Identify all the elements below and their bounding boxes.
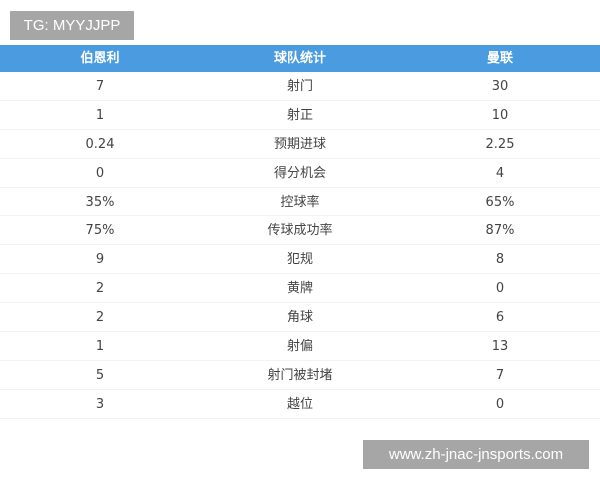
stat-name: 预期进球 xyxy=(273,136,326,152)
table-row-partial xyxy=(0,419,600,428)
away-value: 0 xyxy=(495,396,505,412)
stat-name: 角球 xyxy=(286,310,313,326)
home-value: 1 xyxy=(95,339,105,355)
home-value: 75% xyxy=(85,223,115,239)
header-stat: 球队统计 xyxy=(273,51,326,66)
home-value: 35% xyxy=(85,194,115,210)
home-value: 5 xyxy=(95,367,105,383)
table-row: 2 黄牌 0 xyxy=(0,274,600,304)
table-row: 35% 控球率 65% xyxy=(0,188,600,217)
stat-name: 得分机会 xyxy=(273,165,326,181)
table-row: 5 射门被封堵 7 xyxy=(0,361,600,390)
away-value: 10 xyxy=(491,107,509,123)
table-header: 伯恩利 球队统计 曼联 xyxy=(0,45,600,72)
home-value: 1 xyxy=(95,107,105,123)
table-row: 1 射正 10 xyxy=(0,101,600,130)
stat-name: 射门被封堵 xyxy=(267,367,333,383)
table-row: 1 射偏 13 xyxy=(0,332,600,361)
match-stats-table: 伯恩利 球队统计 曼联 7 射门 30 1 射正 10 0.24 预期进球 2.25 0 得分机会 4… xyxy=(0,45,600,428)
home-value: 7 xyxy=(95,79,105,94)
table-row: 0.24 预期进球 2.25 xyxy=(0,130,600,159)
table-row: 9 犯规 8 xyxy=(0,245,600,275)
away-value: 6 xyxy=(495,310,505,326)
telegram-tag-label: TG: MYYJJPP xyxy=(10,11,134,40)
table-row: 75% 传球成功率 87% xyxy=(0,216,600,246)
home-value: 0 xyxy=(95,165,105,181)
away-value: 13 xyxy=(491,339,509,355)
away-value: 87% xyxy=(485,223,515,239)
away-value: 2.25 xyxy=(485,136,515,152)
header-home-team: 伯恩利 xyxy=(80,51,120,66)
stat-name: 传球成功率 xyxy=(267,223,333,239)
stat-name: 射门 xyxy=(286,79,313,94)
table-row: 7 射门 30 xyxy=(0,72,600,101)
stat-name: 控球率 xyxy=(280,194,320,210)
table-row: 3 越位 0 xyxy=(0,390,600,419)
watermark-url: www.zh-jnac-jnsports.com xyxy=(363,440,589,469)
stat-name: 射正 xyxy=(286,107,313,123)
table-row: 2 角球 6 xyxy=(0,303,600,333)
stat-name: 越位 xyxy=(286,396,313,412)
home-value: 2 xyxy=(95,310,105,326)
stat-name: 黄牌 xyxy=(286,281,313,297)
stat-name: 射偏 xyxy=(286,339,313,355)
away-value: 8 xyxy=(495,252,505,268)
home-value: 2 xyxy=(95,281,105,297)
home-value: 9 xyxy=(95,252,105,268)
home-value: 3 xyxy=(95,396,105,412)
away-value: 7 xyxy=(495,367,505,383)
table-row: 0 得分机会 4 xyxy=(0,159,600,188)
stat-name: 犯规 xyxy=(286,252,313,268)
away-value: 0 xyxy=(495,281,505,297)
away-value: 30 xyxy=(491,79,509,94)
home-value: 0.24 xyxy=(85,136,115,152)
header-away-team: 曼联 xyxy=(486,51,513,66)
away-value: 65% xyxy=(485,194,515,210)
away-value: 4 xyxy=(495,165,505,181)
